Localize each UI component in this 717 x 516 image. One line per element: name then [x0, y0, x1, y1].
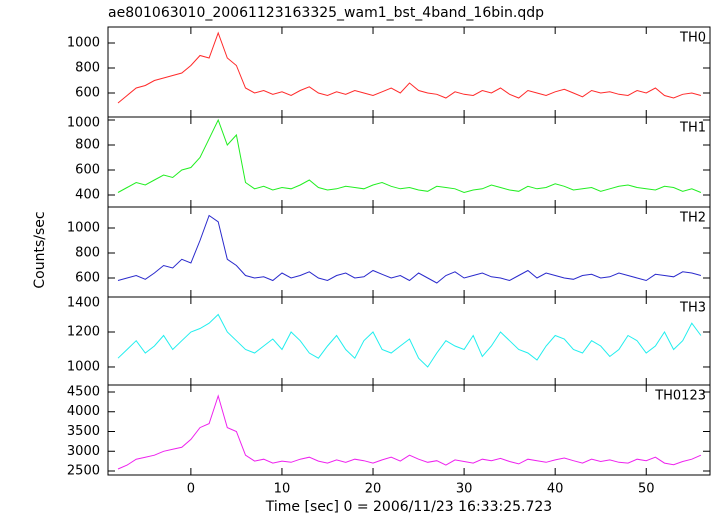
- x-tick-label: 50: [638, 482, 655, 497]
- light-curve: [117, 31, 702, 104]
- x-tick-label: 0: [187, 482, 195, 497]
- x-tick-label: 10: [274, 482, 291, 497]
- y-tick-label: 800: [75, 138, 100, 153]
- panel-label: TH0: [679, 31, 706, 46]
- chart-title: ae801063010_20061123163325_wam1_bst_4ban…: [108, 5, 544, 21]
- y-axis-label: Counts/sec: [32, 211, 48, 288]
- panel-label: TH3: [679, 301, 706, 316]
- y-tick-label: 1000: [67, 359, 100, 374]
- y-tick-label: 3500: [67, 424, 100, 439]
- light-curve: [117, 313, 702, 368]
- y-tick-label: 1000: [67, 36, 100, 51]
- panel-frame: [107, 206, 711, 298]
- panel-frame: [107, 26, 711, 118]
- y-tick-label: 600: [75, 86, 100, 101]
- y-tick-label: 1000: [67, 116, 100, 131]
- y-tick-label: 1400: [67, 296, 100, 311]
- light-curve: [117, 214, 702, 284]
- x-tick-label: 40: [547, 482, 564, 497]
- y-tick-label: 1000: [67, 221, 100, 236]
- x-tick-label: 20: [365, 482, 382, 497]
- y-tick-label: 4500: [67, 384, 100, 399]
- y-tick-label: 600: [75, 271, 100, 286]
- y-tick-label: 4000: [67, 404, 100, 419]
- x-axis-label: Time [sec] 0 = 2006/11/23 16:33:25.723: [265, 499, 552, 515]
- panel-label: TH0123: [654, 389, 706, 404]
- light-curve: [117, 394, 702, 470]
- y-tick-label: 600: [75, 163, 100, 178]
- y-tick-label: 1200: [67, 324, 100, 339]
- y-tick-label: 2500: [67, 464, 100, 479]
- panel-label: TH1: [679, 121, 706, 136]
- panel-frame: [107, 384, 711, 476]
- y-tick-label: 800: [75, 246, 100, 261]
- y-tick-label: 800: [75, 61, 100, 76]
- y-tick-label: 3000: [67, 444, 100, 459]
- panel-frame: [107, 116, 711, 208]
- light-curve: [117, 118, 702, 194]
- y-tick-label: 400: [75, 188, 100, 203]
- x-tick-label: 30: [456, 482, 473, 497]
- panel-frame: [107, 296, 711, 386]
- panel-label: TH2: [679, 211, 706, 226]
